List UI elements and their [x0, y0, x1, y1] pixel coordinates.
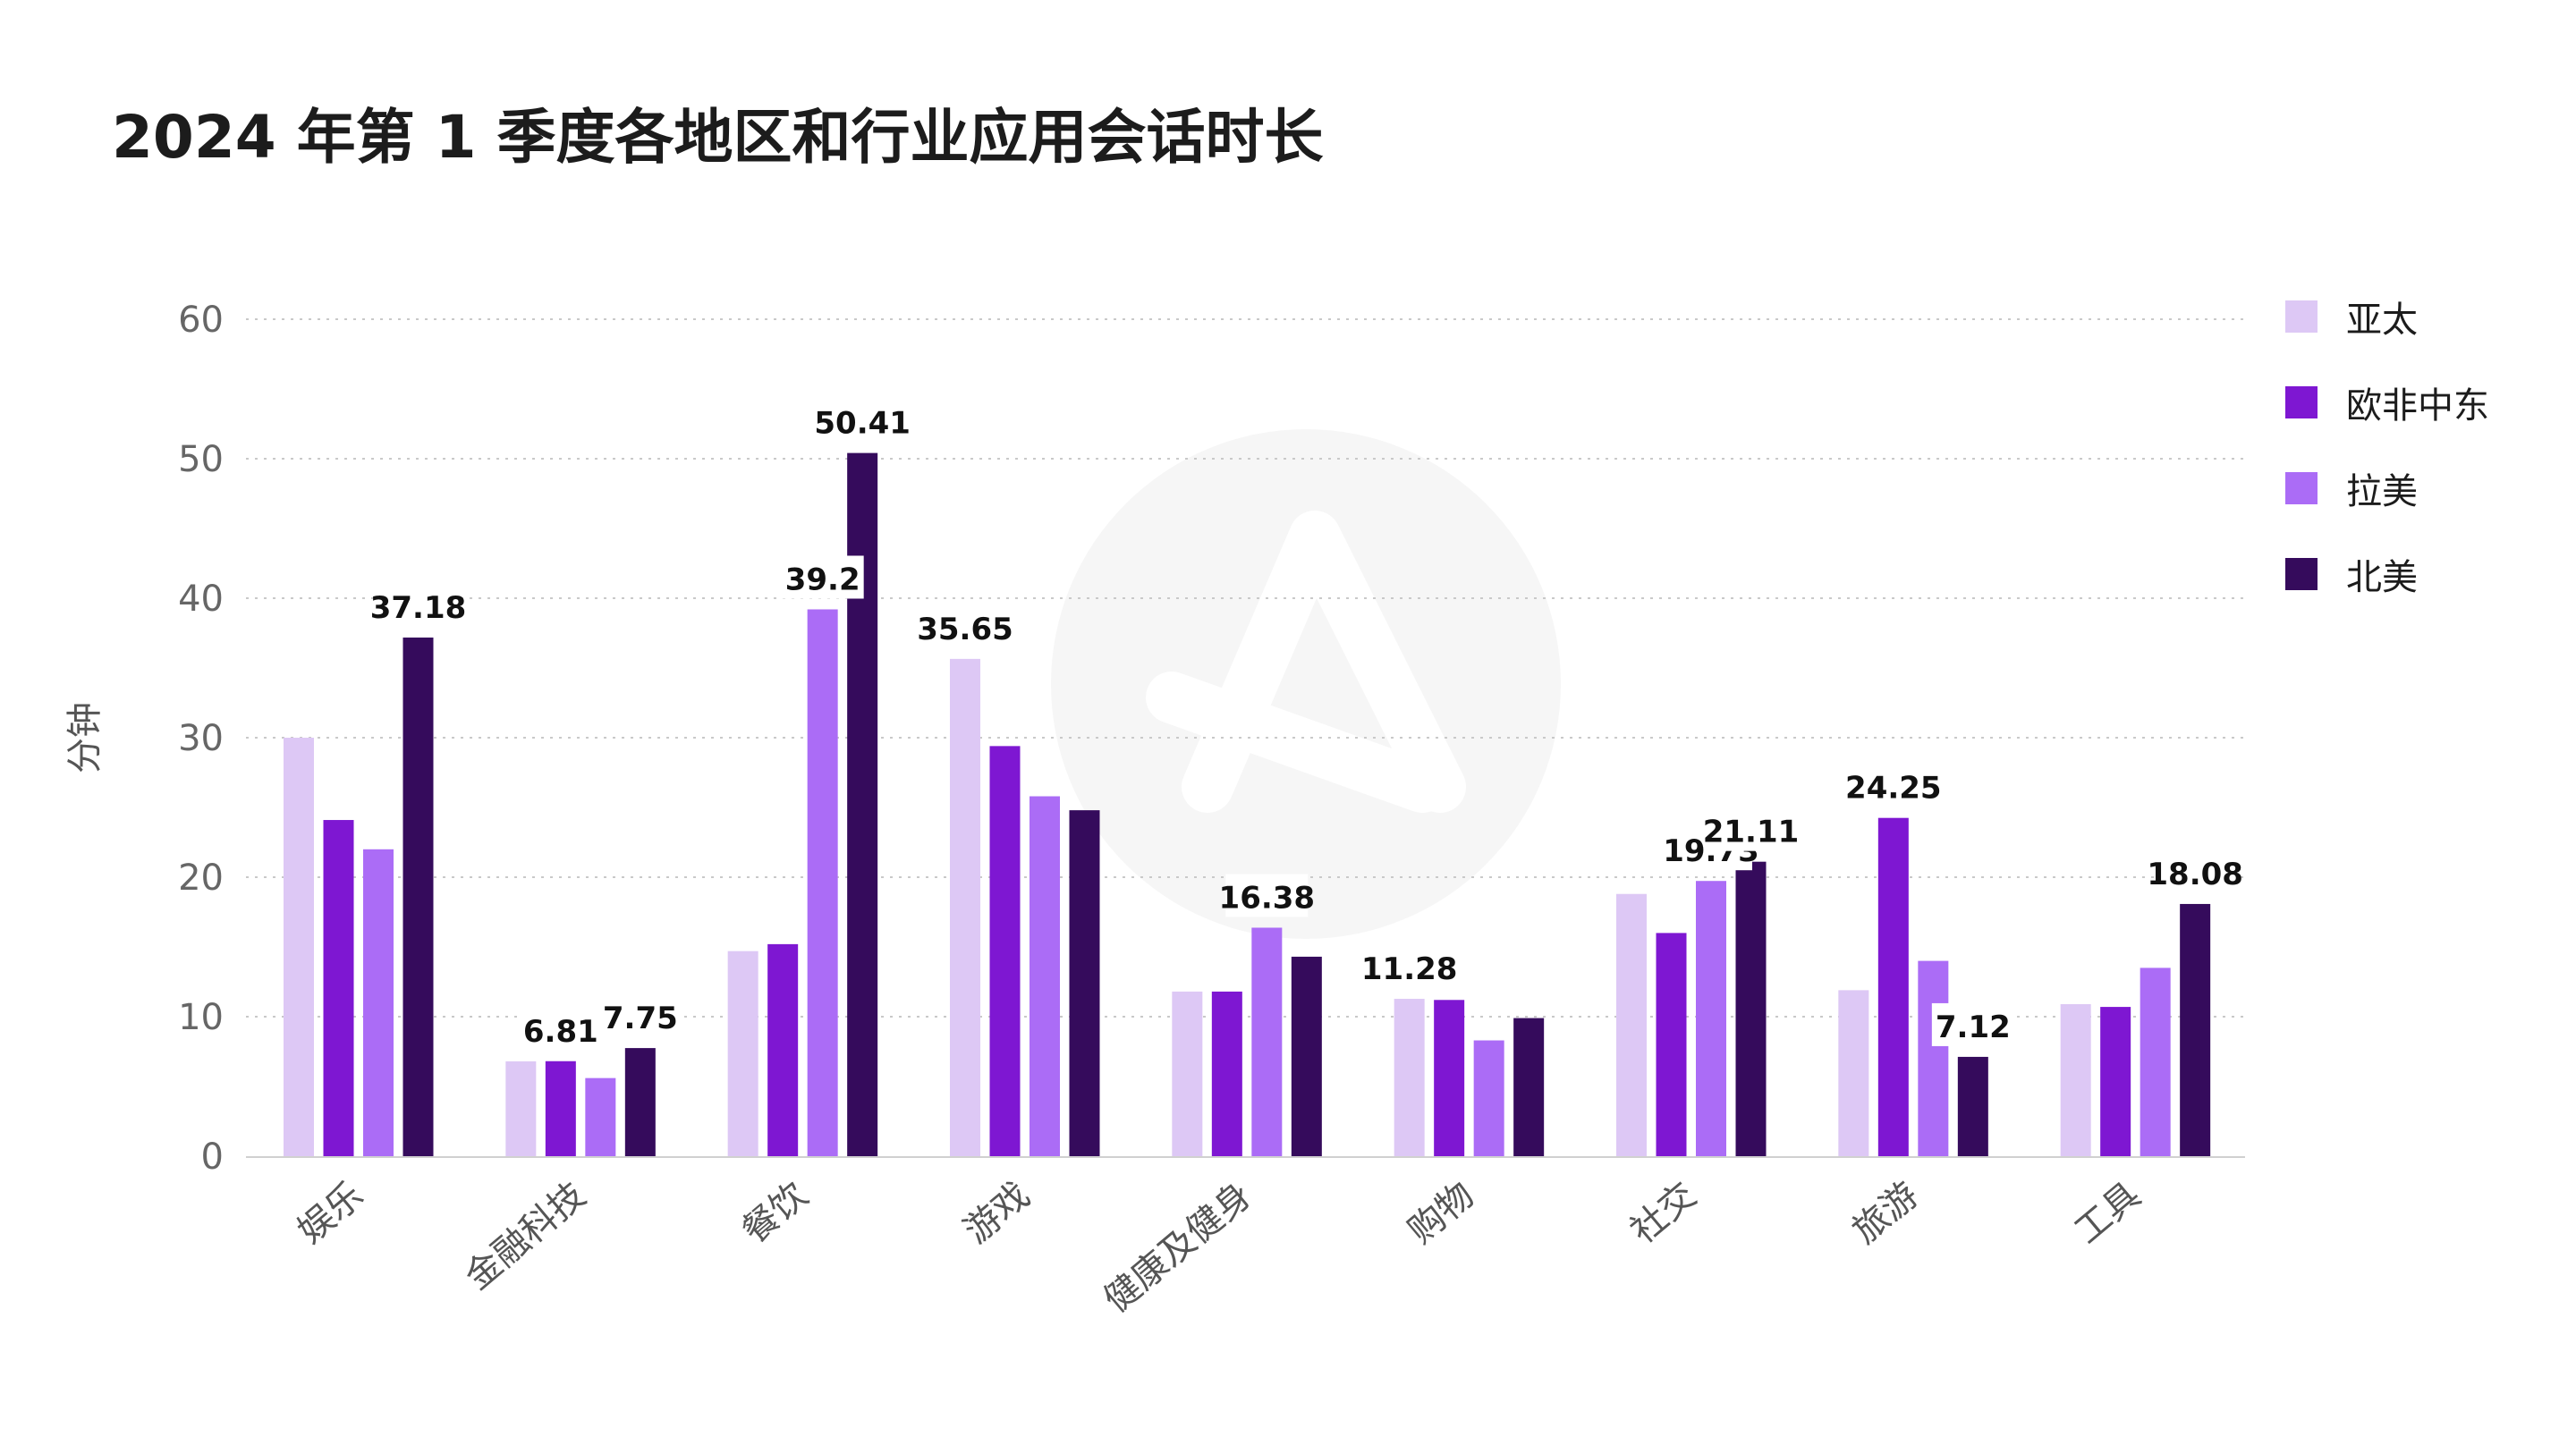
bar [1918, 960, 1949, 1156]
bar [402, 637, 434, 1156]
bar [545, 1061, 576, 1156]
bar [284, 738, 314, 1156]
bar [2060, 1003, 2091, 1156]
bar [1291, 956, 1322, 1156]
legend: 亚太欧非中东拉美北美 [2285, 295, 2489, 638]
y-axis-label: 分钟 [64, 702, 106, 773]
data-label: 16.38 [1219, 880, 1316, 916]
bar [1172, 991, 1203, 1156]
data-labels: 37.186.81 7.7539.250.4135.6516.3811.2819.… [370, 399, 2243, 1051]
data-label: 35.65 [917, 612, 1013, 647]
data-label: 24.25 [1845, 771, 1942, 807]
x-tick-label: 健康及健身 [1097, 1174, 1260, 1321]
x-tick-label: 社交 [1623, 1174, 1704, 1252]
bar [807, 609, 838, 1156]
data-label-background [377, 583, 460, 627]
bar [727, 951, 758, 1156]
bar [2140, 968, 2171, 1156]
legend-label: 欧非中东 [2346, 385, 2489, 427]
data-label-background [781, 555, 864, 599]
data-label-background [2154, 849, 2237, 893]
data-label: 6.81 [523, 1014, 598, 1050]
data-label: 37.18 [370, 590, 467, 626]
bar [585, 1077, 616, 1156]
data-label: 18.08 [2147, 857, 2243, 892]
bar [950, 658, 980, 1156]
bar [989, 746, 1021, 1156]
bar [363, 849, 394, 1156]
bar [1696, 881, 1726, 1156]
data-label-background [821, 399, 904, 443]
data-label: 7.12 [1936, 1010, 2011, 1045]
bar [767, 943, 799, 1156]
legend-label: 北美 [2346, 557, 2418, 598]
y-tick-label: 30 [178, 718, 224, 759]
data-label-background [1931, 1002, 2014, 1046]
bar [323, 820, 354, 1156]
legend-item: 拉美 [2285, 467, 2489, 512]
chart-title: 2024 年第 1 季度各地区和行业应用会话时长 [112, 103, 1324, 172]
bar [1030, 796, 1060, 1156]
data-label-background [1368, 945, 1451, 989]
bar [1656, 933, 1687, 1156]
data-label-background [1225, 874, 1309, 917]
bar [1838, 990, 1869, 1156]
y-axis-ticks: 0 10 20 30 40 50 60 [178, 300, 224, 1178]
legend-label: 亚太 [2346, 300, 2418, 341]
bar [1735, 861, 1767, 1156]
data-label-background [924, 604, 1006, 648]
x-tick-label: 金融科技 [457, 1174, 593, 1297]
data-label: 39.2 [785, 562, 860, 597]
y-tick-label: 50 [178, 439, 224, 480]
x-tick-label: 旅游 [1845, 1174, 1927, 1252]
bar [1394, 999, 1425, 1156]
bar [505, 1061, 537, 1156]
legend-swatch [2285, 472, 2318, 504]
y-tick-label: 40 [178, 579, 224, 620]
bar [1434, 1000, 1465, 1156]
x-tick-label: 购物 [1401, 1174, 1482, 1252]
data-label: 50.41 [814, 406, 911, 442]
x-tick-label: 餐饮 [734, 1174, 816, 1252]
legend-swatch [2285, 300, 2318, 333]
data-label: 11.28 [1361, 951, 1458, 987]
x-tick-label: 游戏 [956, 1174, 1038, 1252]
data-label: 7.75 [603, 1001, 678, 1036]
y-tick-label: 20 [178, 858, 224, 899]
bars [284, 452, 2211, 1156]
legend-item: 欧非中东 [2285, 381, 2489, 427]
legend-item: 亚太 [2285, 295, 2489, 341]
bar [1877, 817, 1909, 1156]
bar [1616, 893, 1647, 1156]
x-tick-label: 娱乐 [290, 1174, 371, 1252]
y-tick-label: 0 [201, 1137, 224, 1178]
bar [2100, 1007, 2131, 1156]
legend-swatch [2285, 558, 2318, 590]
bar [1069, 810, 1100, 1156]
y-tick-label: 10 [178, 997, 224, 1038]
legend-swatch [2285, 386, 2318, 418]
data-label: 21.11 [1703, 815, 1800, 850]
legend-item: 北美 [2285, 553, 2489, 598]
data-label-background [1852, 764, 1935, 807]
bar [2180, 903, 2211, 1156]
watermark-logo [1051, 429, 1561, 939]
data-label-background [1709, 807, 1792, 851]
bar [624, 1048, 656, 1156]
data-label-background [519, 1007, 602, 1051]
y-tick-label: 60 [178, 300, 224, 341]
x-axis-ticks: 娱乐 金融科技 餐饮 游戏 健康及健身 购物 社交 旅游 工具 [290, 1174, 2148, 1321]
bar [1957, 1056, 1988, 1156]
bar [1251, 927, 1283, 1156]
x-tick-label: 工具 [2067, 1174, 2148, 1252]
bar [1513, 1018, 1545, 1156]
bar [1473, 1040, 1504, 1156]
data-label-background [598, 994, 682, 1038]
legend-label: 拉美 [2346, 471, 2418, 512]
bar [1211, 991, 1242, 1156]
